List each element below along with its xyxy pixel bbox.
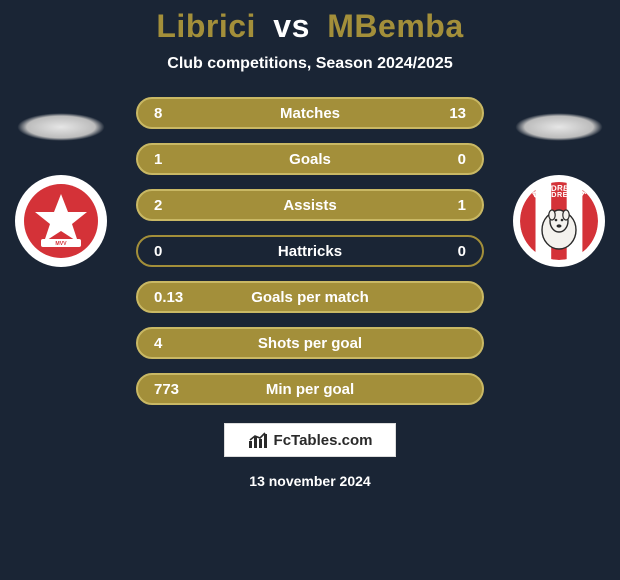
subtitle: Club competitions, Season 2024/2025 [167, 55, 452, 73]
stat-value-right: 13 [412, 105, 466, 122]
player2-name: MBemba [327, 8, 463, 44]
stat-label: Goals per match [208, 289, 412, 306]
stat-row-hattricks: 0Hattricks0 [136, 235, 484, 267]
stat-value-right: 1 [412, 197, 466, 214]
stat-value-left: 1 [154, 151, 208, 168]
stat-row-shots-per-goal: 4Shots per goal [136, 327, 484, 359]
svg-text:MVV: MVV [55, 241, 67, 247]
player1-name: Librici [156, 8, 256, 44]
dordrecht-icon: DORDRECHT DORDRECHT [520, 182, 598, 260]
vs-label: vs [273, 8, 310, 44]
stat-label: Shots per goal [208, 335, 412, 352]
club-badge-right-inner: DORDRECHT DORDRECHT [520, 182, 598, 260]
stat-label: Matches [208, 105, 412, 122]
stat-value-left: 0.13 [154, 289, 208, 306]
stat-row-min-per-goal: 773Min per goal [136, 373, 484, 405]
stat-row-goals-per-match: 0.13Goals per match [136, 281, 484, 313]
stat-value-left: 0 [154, 243, 208, 260]
right-column: DORDRECHT DORDRECHT [504, 97, 614, 267]
star-icon: MVV [24, 184, 98, 258]
stat-row-matches: 8Matches13 [136, 97, 484, 129]
page-title: Librici vs MBemba [156, 8, 463, 45]
stat-label: Goals [208, 151, 412, 168]
stat-value-left: 2 [154, 197, 208, 214]
stat-row-goals: 1Goals0 [136, 143, 484, 175]
fctables-label: FcTables.com [274, 432, 373, 449]
stat-value-right: 0 [412, 151, 466, 168]
stat-value-left: 4 [154, 335, 208, 352]
club-badge-left: MVV [15, 175, 107, 267]
stat-row-assists: 2Assists1 [136, 189, 484, 221]
fctables-logo[interactable]: FcTables.com [224, 423, 396, 457]
club-badge-left-inner: MVV [24, 184, 98, 258]
stat-label: Assists [208, 197, 412, 214]
stat-value-right: 0 [412, 243, 466, 260]
svg-text:DORDRECHT: DORDRECHT [534, 190, 585, 199]
stat-label: Hattricks [208, 243, 412, 260]
left-column: MVV [6, 97, 116, 267]
stat-value-left: 773 [154, 381, 208, 398]
player1-avatar-placeholder [17, 113, 105, 141]
player2-avatar-placeholder [515, 113, 603, 141]
chart-bars-icon [248, 431, 268, 449]
club-badge-right: DORDRECHT DORDRECHT [513, 175, 605, 267]
stat-label: Min per goal [208, 381, 412, 398]
stats-column: 8Matches131Goals02Assists10Hattricks00.1… [136, 97, 484, 405]
stat-value-left: 8 [154, 105, 208, 122]
date-text: 13 november 2024 [249, 473, 370, 489]
main-row: MVV 8Matches131Goals02Assists10Hattricks… [0, 97, 620, 405]
